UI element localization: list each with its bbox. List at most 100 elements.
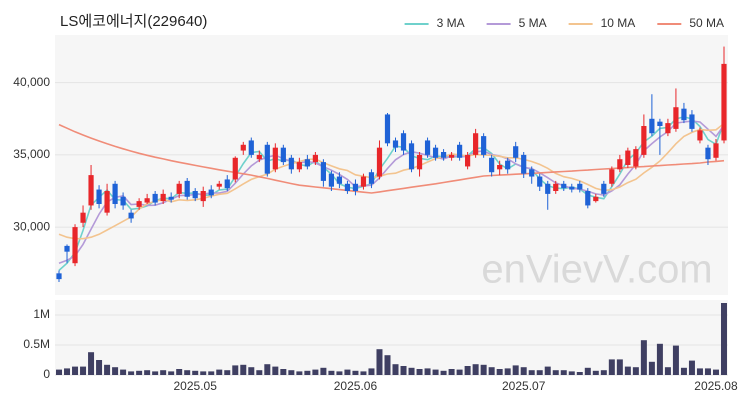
volume-bar <box>104 364 111 375</box>
volume-bar <box>120 369 127 375</box>
legend-label: 10 MA <box>601 16 636 30</box>
volume-bar <box>128 371 135 375</box>
candle-body <box>240 144 246 151</box>
candle-body <box>80 212 86 223</box>
volume-bar <box>272 366 279 375</box>
volume-bar <box>312 369 319 375</box>
candle-body <box>416 154 423 170</box>
volume-bar <box>336 371 343 375</box>
candle-body <box>424 140 431 155</box>
candle-body <box>705 147 711 160</box>
volume-bar <box>456 369 463 375</box>
volume-bar <box>504 368 511 375</box>
candle-body <box>400 133 407 151</box>
candle-body <box>521 154 527 174</box>
volume-bar <box>664 367 671 375</box>
candle-body <box>336 176 343 184</box>
volume-bar <box>432 369 439 375</box>
candle-body <box>673 107 679 129</box>
candle-body <box>128 212 134 219</box>
volume-bar <box>496 369 503 375</box>
volume-bar <box>376 349 383 375</box>
candle-body <box>649 118 655 134</box>
x-tick-label: 2025.05 <box>174 379 218 393</box>
volume-bar <box>408 367 415 375</box>
volume-bar <box>144 370 151 375</box>
candle-body <box>216 183 222 187</box>
volume-bar <box>328 370 335 375</box>
volume-bar <box>592 370 599 375</box>
volume-bar <box>184 370 191 375</box>
candle-body <box>561 183 567 189</box>
candle-body <box>312 154 318 163</box>
volume-bar <box>320 367 327 375</box>
volume-bar <box>288 370 295 375</box>
candle-body <box>432 147 439 158</box>
volume-bar <box>424 368 431 375</box>
x-tick-label: 2025.06 <box>334 379 378 393</box>
volume-bar <box>232 365 239 375</box>
candle-body <box>320 162 326 181</box>
volume-bar <box>112 367 119 375</box>
volume-bar <box>64 368 71 375</box>
ma-line <box>58 122 725 240</box>
volume-bar <box>80 366 87 375</box>
y-tick-label: 30,000 <box>13 219 50 233</box>
volume-bar <box>72 366 79 375</box>
candle-body <box>569 186 575 190</box>
candle-body <box>200 191 206 202</box>
candle-body <box>384 114 391 144</box>
volume-bar <box>472 364 479 375</box>
candle-body <box>160 193 166 202</box>
volume-bar <box>552 370 559 375</box>
volume-bar <box>680 367 687 375</box>
volume-bar <box>224 370 231 375</box>
volume-bar <box>696 368 703 375</box>
volume-bar <box>344 369 351 375</box>
volume-bar <box>672 345 679 375</box>
candle-body <box>368 172 375 184</box>
candle-body <box>577 183 583 190</box>
volume-bar <box>648 361 655 375</box>
candle-body <box>168 196 174 200</box>
candle-body <box>184 180 190 197</box>
candle-body <box>465 154 471 167</box>
candle-body <box>457 144 463 158</box>
candle-body <box>136 201 142 207</box>
volume-bar <box>256 370 263 375</box>
candle-body <box>408 143 415 170</box>
candle-body <box>617 159 623 170</box>
volume-bar <box>512 365 519 375</box>
volume-bar <box>624 366 631 375</box>
candle-body <box>681 108 687 121</box>
volume-bar <box>96 360 103 375</box>
volume-bar <box>488 367 495 375</box>
volume-bar <box>352 370 359 375</box>
candle-body <box>641 126 647 155</box>
volume-bar <box>720 303 727 375</box>
candle-body <box>296 162 302 170</box>
volume-bar <box>536 370 543 375</box>
candle-body <box>96 189 102 204</box>
candle-body <box>697 130 703 141</box>
volume-bar <box>576 372 583 375</box>
candle-body <box>104 191 110 213</box>
candle-body <box>72 227 78 264</box>
volume-bar <box>448 369 455 375</box>
candle-body <box>272 147 278 170</box>
candle-body <box>352 183 359 191</box>
candle-body <box>489 157 495 173</box>
volume-bar <box>168 371 175 375</box>
candle-body <box>328 173 335 187</box>
volume-bar <box>208 371 215 375</box>
volume-bar <box>544 366 551 375</box>
volume-bar <box>248 367 255 375</box>
y-tick-label: 0 <box>43 367 50 381</box>
volume-bar <box>384 355 391 375</box>
candle-body <box>88 175 94 206</box>
legend-label: 5 MA <box>519 16 547 30</box>
y-tick-label: 0.5M <box>23 337 50 351</box>
volume-bar <box>360 371 367 375</box>
candle-body <box>633 149 639 167</box>
volume-bar <box>296 371 303 375</box>
